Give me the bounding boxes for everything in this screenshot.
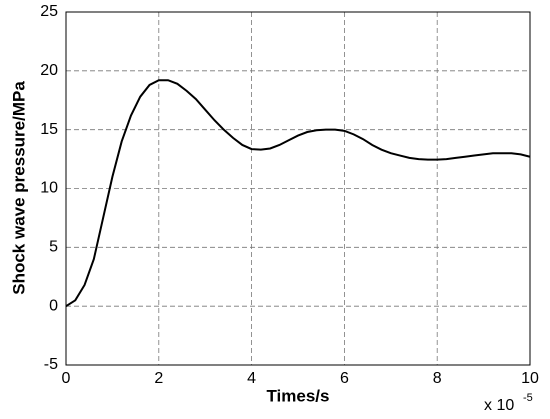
line-series [65, 79, 531, 308]
x-tick-label: 10 [521, 370, 539, 387]
y-tick-label: 25 [40, 3, 58, 20]
y-tick-label: -5 [44, 356, 58, 373]
x-scale-text: x 10 [484, 397, 514, 414]
x-tick-label: 6 [340, 370, 349, 387]
y-axis-label: Shock wave pressure/MPa [9, 81, 28, 295]
y-tick-label: 10 [40, 180, 58, 197]
y-tick-label: 15 [40, 121, 58, 138]
x-axis-label: Times/s [266, 386, 329, 405]
y-tick-label: 0 [49, 297, 58, 314]
x-scale-exponent: -5 [523, 392, 533, 404]
y-tick-label: 20 [40, 62, 58, 79]
plot-frame [65, 11, 531, 366]
x-tick-label: 4 [247, 370, 256, 387]
x-tick-label: 8 [433, 370, 442, 387]
x-tick-label: 0 [62, 370, 71, 387]
x-tick-label: 2 [154, 370, 163, 387]
y-tick-label: 5 [49, 239, 58, 256]
